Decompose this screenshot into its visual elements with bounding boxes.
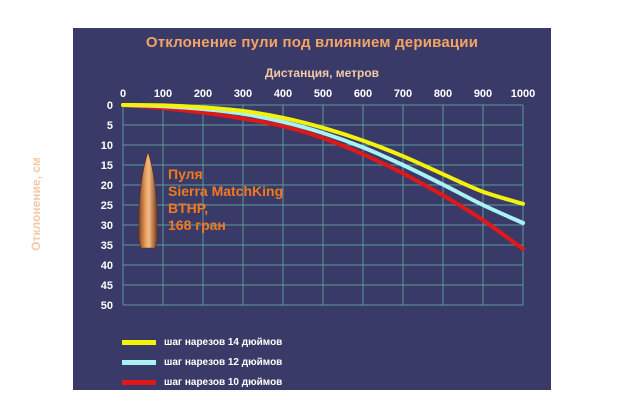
bullet-line: BTHP, — [168, 200, 209, 216]
y-tick-label: 0 — [107, 100, 113, 112]
series-line — [121, 103, 525, 206]
series-line — [121, 103, 525, 251]
x-tick-label: 700 — [394, 88, 412, 100]
legend-label: шаг нарезов 14 дюймов — [164, 336, 283, 348]
x-tick-label: 500 — [314, 88, 332, 100]
legend-label: шаг нарезов 10 дюймов — [164, 376, 283, 388]
legend-label: шаг нарезов 12 дюймов — [164, 356, 283, 368]
legend-item: шаг нарезов 12 дюймов — [122, 352, 282, 372]
y-tick-label: 25 — [101, 200, 113, 212]
y-tick-label: 40 — [101, 260, 113, 272]
chart-series — [121, 103, 525, 251]
bullet-line: 168 гран — [168, 217, 226, 233]
legend: шаг нарезов 14 дюймов шаг нарезов 12 дюй… — [122, 332, 282, 392]
legend-swatch — [122, 339, 156, 345]
legend-swatch — [122, 359, 156, 365]
y-tick-label: 45 — [101, 280, 113, 292]
x-tick-label: 600 — [354, 88, 372, 100]
y-tick-label: 5 — [107, 120, 113, 132]
x-tick-label: 100 — [154, 88, 172, 100]
y-tick-label: 15 — [101, 160, 113, 172]
x-tick-label: 200 — [194, 88, 212, 100]
bullet-description: Пуля Sierra MatchKing BTHP, 168 гран — [168, 166, 328, 234]
x-tick-label: 800 — [434, 88, 452, 100]
x-tick-label: 900 — [474, 88, 492, 100]
legend-swatch — [122, 379, 156, 385]
x-axis-label: Дистанция, метров — [264, 66, 380, 80]
legend-item: шаг нарезов 10 дюймов — [122, 372, 282, 392]
x-tick-label: 0 — [120, 88, 126, 100]
legend-item: шаг нарезов 14 дюймов — [122, 332, 282, 352]
chart-title: Отклонение пули под влиянием деривации — [145, 34, 479, 51]
axis-ticks: 0 100 200 300 400 500 600 700 800 900 1000 0 5 10 15 20… — [101, 88, 535, 312]
x-tick-label: 400 — [274, 88, 292, 100]
y-tick-label: 10 — [101, 140, 113, 152]
bullet-icon — [138, 151, 158, 249]
bullet-line: Пуля — [168, 166, 203, 182]
y-tick-label: 50 — [101, 300, 113, 312]
bullet-line: Sierra MatchKing — [168, 183, 284, 199]
y-tick-label: 35 — [101, 240, 113, 252]
y-tick-label: 30 — [101, 220, 113, 232]
x-tick-label: 1000 — [511, 88, 535, 100]
x-tick-label: 300 — [234, 88, 252, 100]
y-tick-label: 20 — [101, 180, 113, 192]
